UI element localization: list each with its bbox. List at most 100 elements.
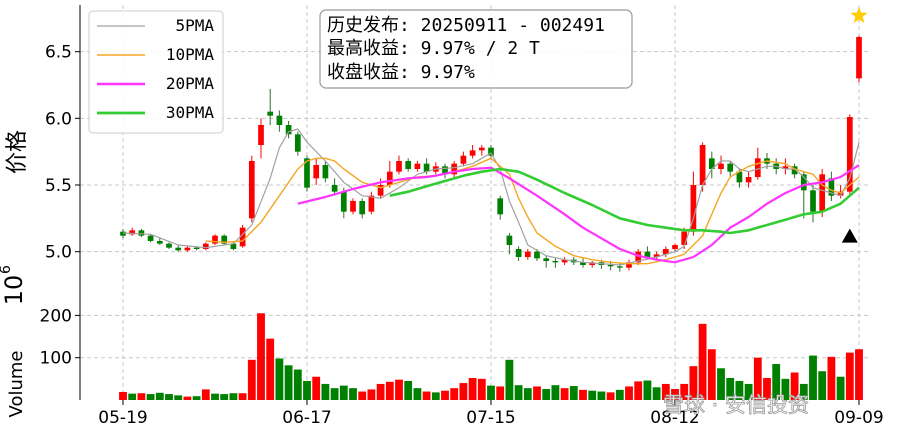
volume-bar — [441, 390, 449, 400]
candle-body — [478, 147, 485, 151]
candle-body — [442, 166, 448, 175]
volume-bar — [735, 380, 744, 400]
candle-body — [819, 174, 826, 212]
candle-body — [727, 163, 734, 172]
watermark: 雪球 · 安信投资 — [663, 393, 809, 417]
candle-body — [506, 235, 513, 245]
candle-body — [212, 235, 218, 244]
volume-bar — [229, 393, 238, 400]
candle-body — [221, 235, 228, 244]
candle-body — [708, 158, 715, 169]
candle-body — [414, 163, 421, 169]
volume-bar — [247, 359, 256, 400]
candle-body — [469, 150, 476, 156]
candle-body — [810, 190, 816, 212]
price-tick-label: 6.5 — [45, 43, 72, 63]
volume-bar — [790, 372, 799, 400]
candle-body — [359, 201, 366, 215]
legend-box — [88, 10, 224, 134]
x-tick-label: 08-12 — [650, 408, 699, 428]
volume-bar — [717, 368, 725, 400]
axes: 05-19 06-17 07-15 08-12 09-09 5.0 5.5 6.0 6.5 100… — [40, 5, 884, 428]
candle-body — [791, 166, 798, 175]
candle-body — [782, 166, 789, 169]
volume-exponent: 10 6 — [0, 265, 28, 305]
candle-body — [276, 115, 283, 125]
candle-body — [589, 262, 596, 265]
candle-body — [515, 249, 522, 257]
volume-bar — [128, 393, 137, 400]
volume-bar — [330, 388, 339, 400]
volume-bar — [385, 381, 394, 400]
volume-bar — [827, 356, 836, 400]
volume-bar — [339, 385, 348, 400]
volume-bar — [809, 355, 817, 400]
candle-body — [230, 243, 237, 249]
volume-bar — [293, 369, 302, 400]
markers — [841, 6, 868, 243]
info-line-3: 收盘收益: 9.97% — [327, 62, 475, 83]
price-tick-label: 5.5 — [45, 176, 72, 196]
volume-bar — [836, 376, 845, 400]
price-tick-label: 5.0 — [45, 243, 72, 263]
candle-body — [552, 261, 559, 263]
volume-bar — [818, 371, 827, 400]
volume-bar — [634, 381, 643, 400]
candle-body — [524, 251, 531, 257]
candle-body — [350, 201, 356, 212]
candle-body — [156, 241, 163, 244]
volume-bar — [303, 380, 311, 400]
candle-body — [202, 243, 209, 249]
candle-body — [828, 178, 835, 196]
volume-bar — [588, 390, 597, 400]
volume-bar — [174, 395, 183, 400]
volume-bar — [523, 388, 532, 400]
legend-label: 10PMA — [166, 45, 215, 64]
volume-bar — [220, 394, 229, 400]
volume-bar — [312, 376, 321, 400]
volume-bar — [505, 359, 514, 400]
candle-body — [846, 117, 853, 192]
candle-body — [120, 231, 126, 236]
volume-bar — [468, 378, 477, 400]
candle-body — [561, 259, 568, 263]
candle-body — [313, 165, 320, 179]
candle-body — [653, 254, 660, 257]
volume-bar — [845, 352, 854, 400]
legend-label: 20PMA — [166, 74, 215, 93]
candle-body — [736, 171, 743, 183]
candle-body — [488, 147, 494, 156]
candle-body — [386, 171, 393, 185]
x-tick-label: 09-09 — [834, 408, 883, 428]
volume-bar — [146, 394, 155, 400]
volume-bar — [321, 383, 330, 400]
ma20-line — [297, 164, 860, 264]
volume-bar — [165, 394, 173, 400]
volume-bar — [560, 388, 569, 400]
volume-bar — [349, 388, 357, 400]
volume-bar — [680, 383, 689, 400]
volume-bar — [855, 349, 863, 400]
volume-bar — [201, 389, 210, 400]
x-tick-label: 06-17 — [282, 408, 331, 428]
candle-body — [377, 185, 384, 196]
volume-bar — [450, 388, 459, 400]
volume-bar — [542, 389, 551, 400]
candle-body — [497, 198, 504, 215]
candle-body — [304, 158, 310, 188]
volume-bar — [119, 391, 127, 400]
candle-body — [543, 258, 550, 261]
volume-exponent-base: 10 — [0, 275, 28, 306]
triangle-marker — [841, 228, 858, 243]
volume-bar — [459, 383, 468, 400]
ma10-line — [205, 157, 860, 265]
price-panel — [120, 35, 862, 272]
volume-bar — [652, 387, 661, 400]
candle-body — [340, 191, 347, 212]
info-line-1: 历史发布: 20250911 - 002491 — [327, 15, 605, 36]
candle-body — [754, 158, 761, 177]
candle-body — [699, 145, 706, 185]
volume-bar — [183, 396, 192, 400]
x-tick-label: 07-15 — [466, 408, 515, 428]
volume-bar — [137, 393, 146, 400]
